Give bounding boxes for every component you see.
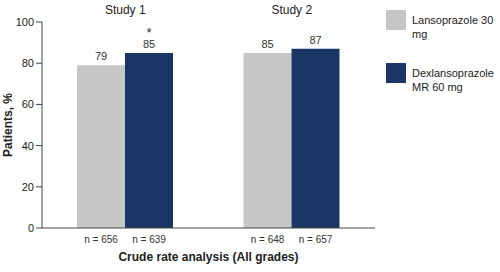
html-text:Crude rate analysis (All grade: Crude rate analysis (All grades) <box>118 250 299 264</box>
svg-text:n = 656: n = 656 <box>84 234 118 245</box>
svg-text:85: 85 <box>261 38 273 50</box>
svg-text:n = 657: n = 657 <box>299 234 333 245</box>
svg-text:*: * <box>146 25 151 40</box>
svg-text:60: 60 <box>22 98 34 110</box>
svg-text:Study 2: Study 2 <box>271 3 312 17</box>
svg-text:85: 85 <box>142 37 156 50</box>
svg-text:40: 40 <box>22 140 34 152</box>
html-text:Dexlansoprazole MR 60 mg: Dexlansoprazole MR 60 mg <box>412 67 494 93</box>
svg-text:n = 639: n = 639 <box>132 234 166 245</box>
svg-text:87: 87 <box>309 34 321 46</box>
svg-text:80: 80 <box>22 57 34 69</box>
html-text:Lansoprazole 30 mg: Lansoprazole 30 mg <box>412 14 494 40</box>
html-text:Patients, %: Patients, % <box>1 93 15 157</box>
svg-text:100: 100 <box>16 16 34 28</box>
svg-text:0: 0 <box>28 222 34 234</box>
svg-text:79: 79 <box>95 50 107 62</box>
svg-text:Study 1: Study 1 <box>105 3 146 17</box>
svg-text:20: 20 <box>22 181 34 193</box>
svg-text:n = 648: n = 648 <box>251 234 285 245</box>
